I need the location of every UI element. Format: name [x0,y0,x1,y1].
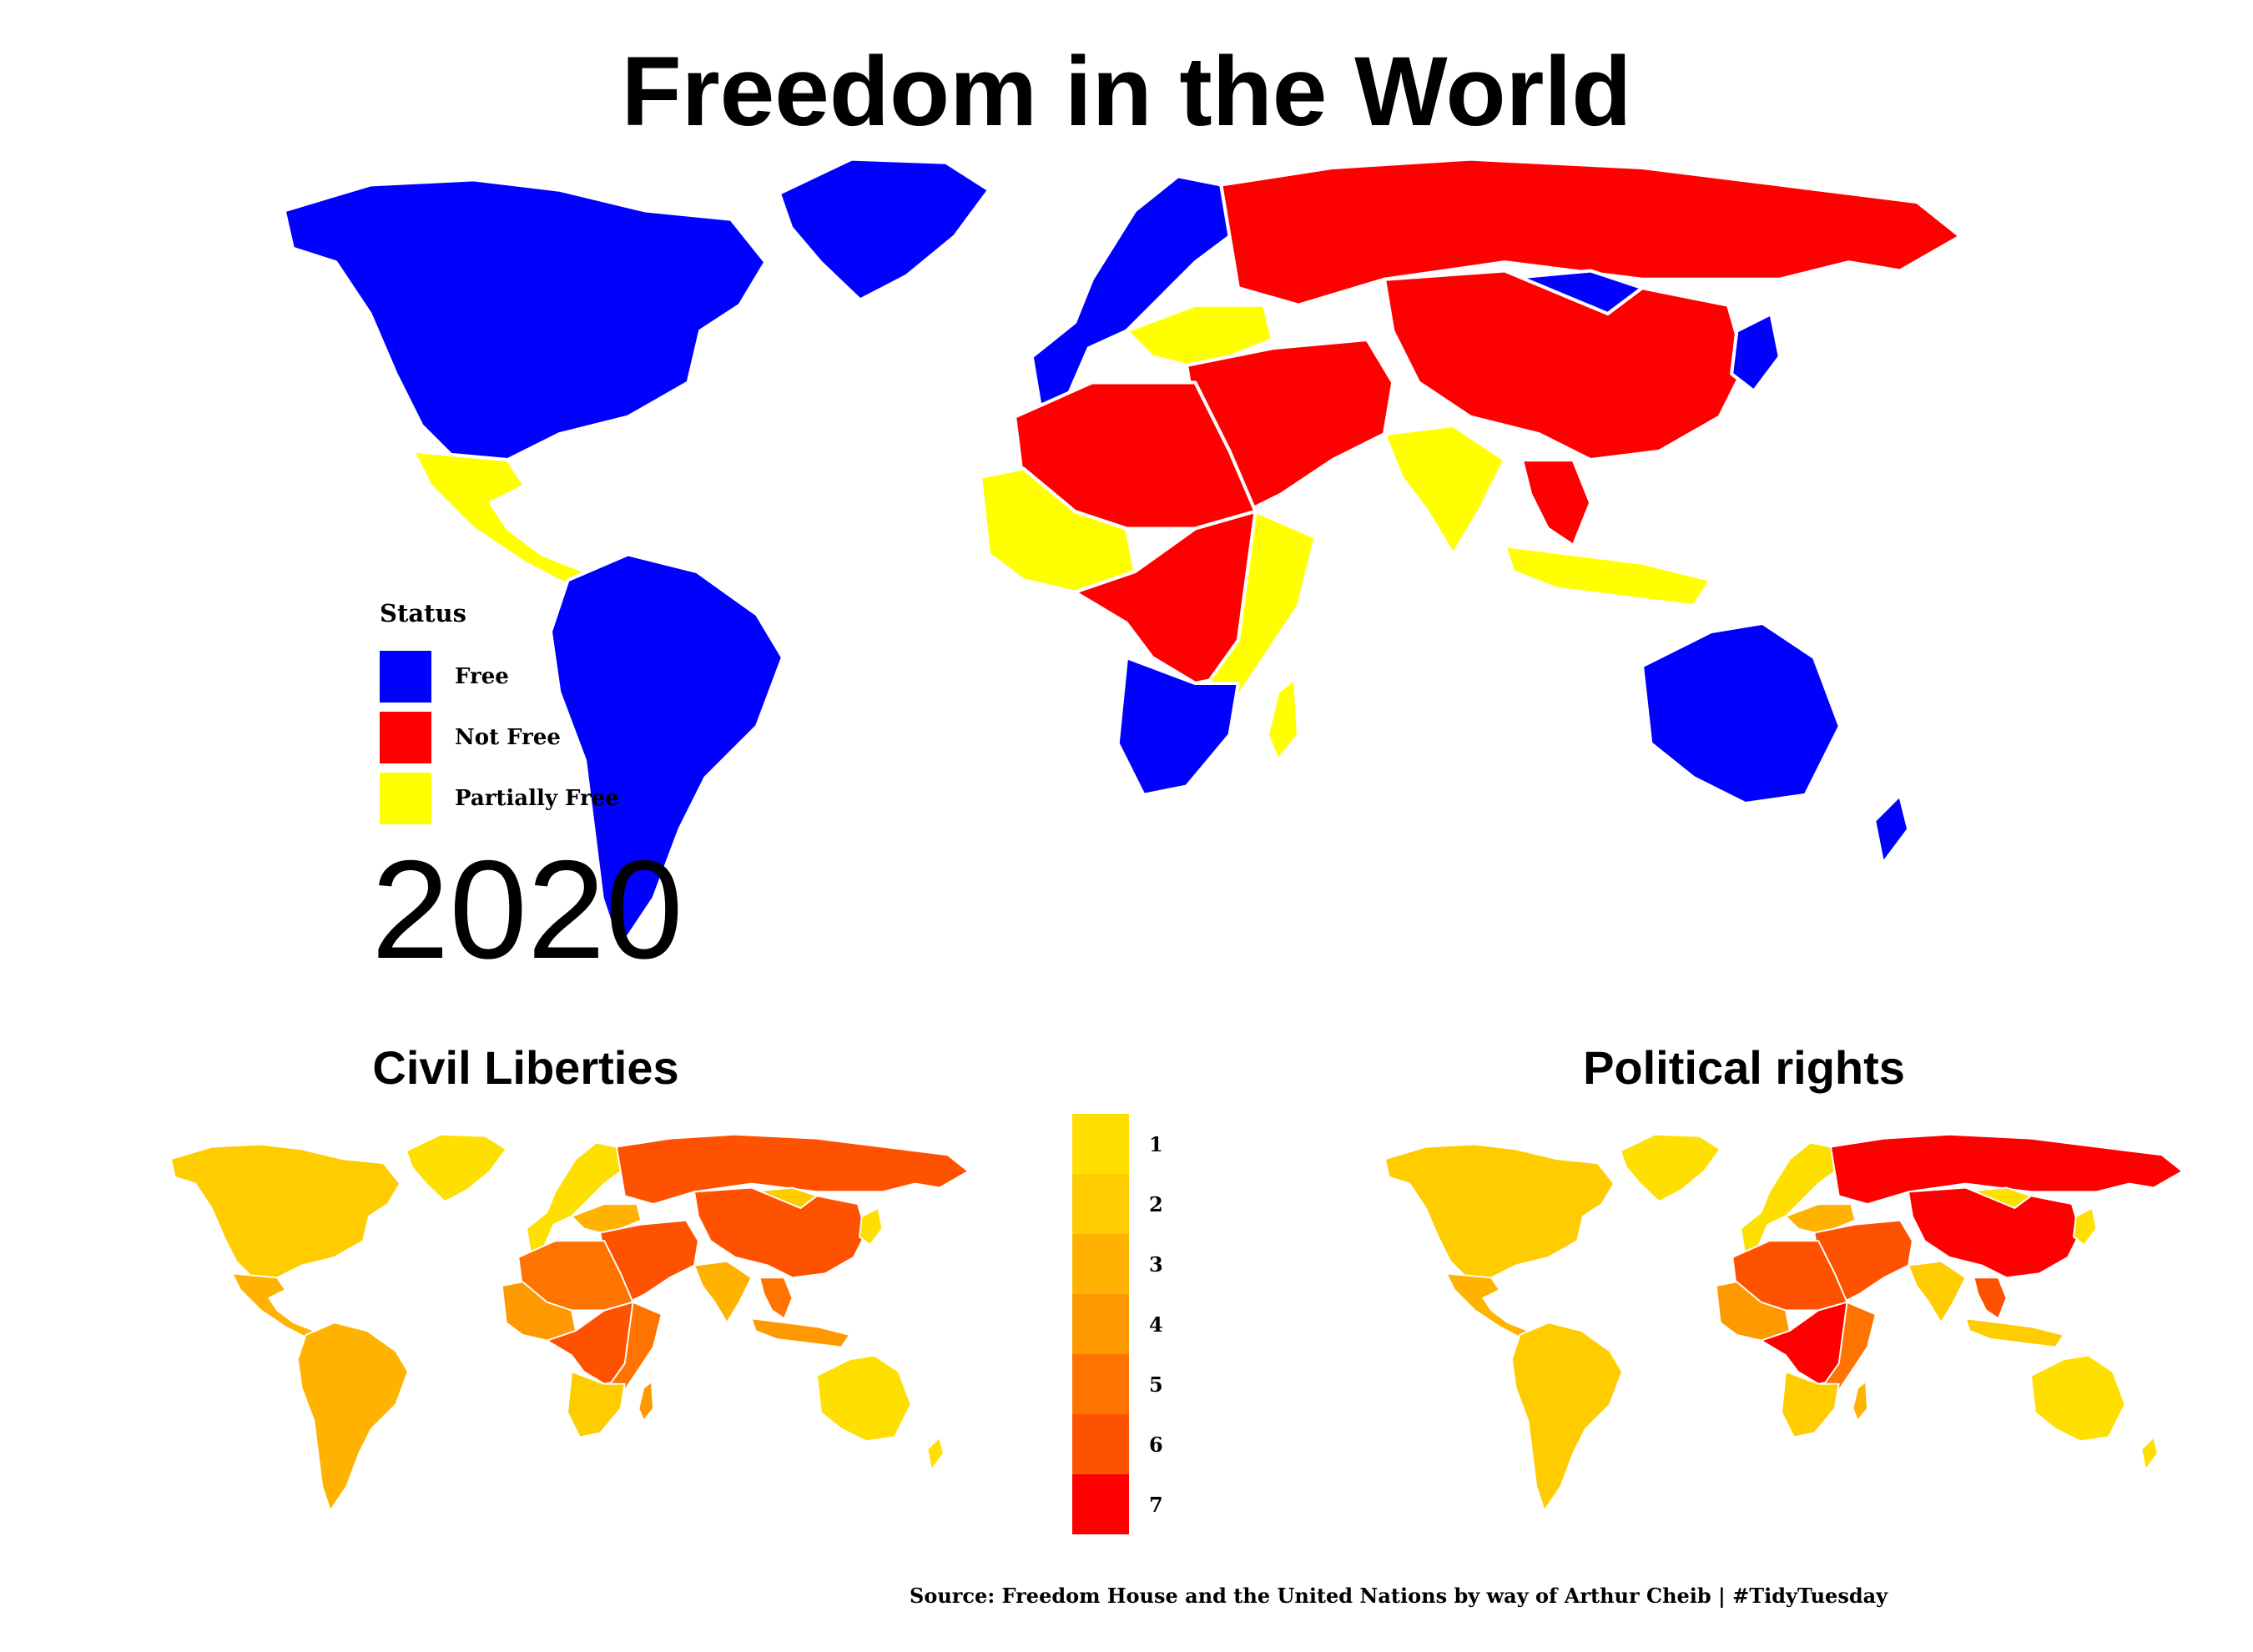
region-south-america [1510,1322,1623,1512]
scale-item-1: 1 [1072,1114,1163,1174]
civil-liberties-map [169,1133,970,1512]
legend-item-free: Free [380,646,619,707]
region-east-africa [607,1301,663,1398]
scale-item-5: 5 [1072,1354,1163,1414]
region-mexico-central-america [231,1272,315,1338]
legend-label-free: Free [455,663,509,689]
political-rights-title: Political rights [1583,1041,1905,1094]
region-southeast-asia [1520,458,1593,548]
region-china [693,1186,867,1279]
region-russia [615,1133,970,1206]
region-japan [2072,1207,2098,1247]
region-india [693,1260,753,1324]
region-australia [816,1354,912,1443]
legend-swatch-free [380,650,431,703]
scale-swatch-6 [1072,1414,1129,1474]
region-south-america [296,1322,409,1512]
region-north-america [169,1143,401,1279]
region-greenland [406,1133,507,1203]
region-madagascar [1265,676,1301,763]
civil-liberties-title: Civil Liberties [372,1041,679,1094]
region-russia [1219,157,1963,307]
region-china [1908,1186,2081,1279]
region-japan [1730,311,1782,393]
region-india [1382,423,1507,557]
political-rights-map [1384,1133,2184,1512]
region-southern-africa [1781,1371,1840,1438]
scale-label-4: 4 [1149,1312,1163,1337]
year-label: 2020 [371,831,683,988]
region-southern-africa [567,1371,626,1438]
legend-item-not-free: Not Free [380,707,619,768]
region-new-zealand [1872,793,1911,866]
legend-item-partially-free: Partially Free [380,768,619,829]
scale-item-3: 3 [1072,1234,1163,1294]
region-southeast-asia [1973,1277,2008,1320]
region-madagascar [638,1380,654,1422]
status-legend: Status Free Not Free Partially Free [380,599,619,829]
region-australia [2030,1354,2126,1443]
scale-swatch-2 [1072,1174,1129,1234]
source-caption: Source: Freedom House and the United Nat… [910,1584,1888,1608]
scale-label-1: 1 [1149,1131,1163,1156]
region-north-america [1384,1143,1615,1279]
region-indonesia [1503,544,1713,608]
region-south-america [548,552,785,952]
status-world-map [282,157,1963,952]
region-madagascar [1852,1380,1868,1422]
legend-swatch-not-free [380,711,431,763]
legend-label-partially-free: Partially Free [455,785,619,811]
region-japan [858,1207,884,1247]
scale-swatch-7 [1072,1474,1129,1534]
region-eastern-europe [1124,303,1275,367]
region-eastern-europe [1785,1203,1857,1234]
legend-swatch-partially-free [380,772,431,824]
scale-label-5: 5 [1149,1372,1163,1397]
legend-label-not-free: Not Free [455,724,561,750]
scale-item-6: 6 [1072,1414,1163,1474]
region-india [1908,1260,1967,1324]
region-eastern-europe [571,1203,643,1234]
region-indonesia [1964,1317,2065,1348]
scale-item-4: 4 [1072,1294,1163,1354]
scale-swatch-1 [1072,1114,1129,1174]
region-china [1382,269,1747,462]
region-mexico-central-america [1445,1272,1530,1338]
scale-label-3: 3 [1149,1252,1163,1277]
rating-scale-legend: 1 2 3 4 5 6 7 [1072,1114,1163,1534]
scale-swatch-3 [1072,1234,1129,1294]
chart-title: Freedom in the World [621,37,1632,147]
region-new-zealand [926,1436,945,1471]
region-australia [1640,621,1842,806]
region-southern-africa [1116,655,1240,797]
region-russia [1829,1133,2184,1206]
region-mexico-central-america [411,449,587,587]
scale-swatch-5 [1072,1354,1129,1414]
region-greenland [777,157,991,302]
scale-swatch-4 [1072,1294,1129,1354]
region-east-africa [1822,1301,1877,1398]
region-north-america [282,178,768,462]
region-southeast-asia [759,1277,794,1320]
region-new-zealand [2140,1436,2159,1471]
scale-item-7: 7 [1072,1474,1163,1534]
status-legend-title: Status [380,599,466,627]
scale-item-2: 2 [1072,1174,1163,1234]
region-indonesia [750,1317,851,1348]
region-greenland [1620,1133,1721,1203]
scale-label-2: 2 [1149,1191,1163,1216]
scale-label-6: 6 [1149,1432,1163,1457]
region-east-africa [1202,509,1318,711]
scale-label-7: 7 [1149,1492,1163,1517]
